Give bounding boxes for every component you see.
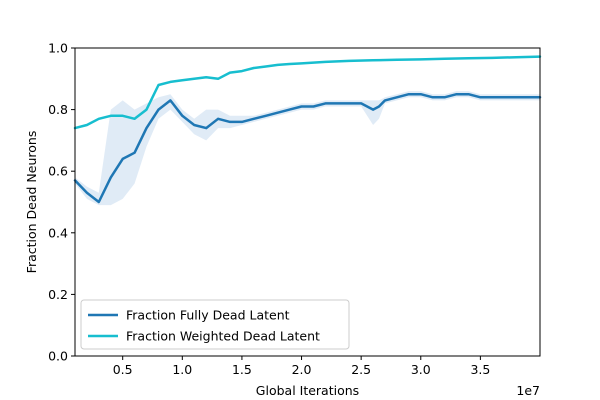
legend: Fraction Fully Dead Latent Fraction Weig…: [80, 299, 350, 350]
y-tick-label: 0.4: [48, 225, 68, 240]
y-axis-title: Fraction Dead Neurons: [24, 131, 39, 274]
series-line-weighted-dead: [73, 55, 542, 130]
y-tick-label: 0.0: [48, 349, 68, 364]
legend-label-weighted-dead: Fraction Weighted Dead Latent: [126, 329, 320, 344]
x-tick-label: 3.0: [411, 362, 431, 377]
y-axis-ticks: 0.0 0.2 0.4 0.6 0.8 1.0: [48, 41, 75, 364]
y-tick-label: 0.6: [48, 164, 68, 179]
band-fully-dead: [75, 91, 540, 206]
x-tick-label: 3.5: [470, 362, 490, 377]
x-axis-ticks: 0.5 1.0 1.5 2.0 2.5 3.0 3.5: [113, 356, 490, 377]
x-tick-label: 0.5: [113, 362, 133, 377]
x-axis-offset-label: 1e7: [516, 383, 540, 398]
plot-frame: [74, 47, 541, 357]
x-axis-title: Global Iterations: [256, 383, 359, 398]
y-tick-label: 0.2: [48, 287, 68, 302]
x-tick-label: 1.5: [232, 362, 252, 377]
y-tick-label: 0.8: [48, 102, 68, 117]
y-tick-label: 1.0: [48, 41, 68, 56]
x-tick-label: 2.0: [292, 362, 312, 377]
series-line-fully-dead: [73, 92, 542, 204]
series-layer: [73, 55, 542, 204]
x-tick-label: 2.5: [351, 362, 371, 377]
confidence-band-layer: [75, 91, 540, 206]
legend-label-fully-dead: Fraction Fully Dead Latent: [126, 308, 290, 323]
legend-box: [80, 299, 350, 350]
x-tick-label: 1.0: [172, 362, 192, 377]
